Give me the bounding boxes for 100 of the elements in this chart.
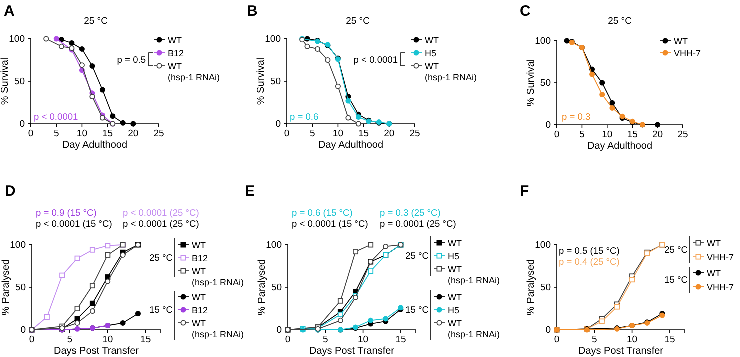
y-tick-label: 50: [270, 76, 281, 88]
legend-label: WT: [707, 238, 722, 248]
x-axis-title: Days Post Transfer: [54, 346, 140, 357]
annotation: p = 0.5 (15 °C): [559, 246, 620, 256]
x-tick-label: 15: [102, 128, 114, 140]
legend-label: VHH-7: [707, 252, 734, 262]
annotation: p = 0.5: [117, 55, 146, 65]
legend-label: H5: [448, 251, 460, 262]
legend-label: WT: [192, 292, 206, 302]
text: D: [5, 183, 16, 200]
legend-label: B12: [192, 253, 208, 264]
y-tick-label: 0: [276, 119, 281, 130]
legend-label: WT: [168, 35, 182, 46]
x-tick-label: 5: [54, 128, 60, 140]
legend-label: WT: [448, 292, 462, 302]
annotation: 15 °C: [150, 305, 174, 315]
text: B: [247, 3, 258, 20]
y-tick-label: 100: [535, 36, 551, 48]
x-tick-label: 15: [140, 334, 152, 346]
legend-label: VHH-7: [674, 48, 702, 58]
legend-label: H5: [425, 48, 437, 58]
y-axis-title: % Survival: [256, 58, 267, 106]
y-tick-label: 0: [20, 325, 26, 336]
annotation: 25 °C: [664, 245, 688, 255]
y-tick-label: 100: [265, 34, 281, 46]
text: C: [520, 3, 531, 20]
x-tick-label: 10: [332, 128, 344, 140]
legend-label: WT (hsp-1 RNAi): [448, 264, 500, 286]
annotation: p < 0.0001: [354, 55, 398, 65]
y-tick-label: 50: [15, 282, 26, 294]
text: p = 0.0001 (25 °C): [380, 219, 456, 229]
x-tick-label: 10: [358, 334, 369, 346]
x-tick-label: 15: [627, 130, 638, 141]
text: p < 0.0001 (25 °C): [123, 208, 200, 218]
y-tick-label: 50: [271, 282, 282, 294]
y-axis-title: % Survival: [526, 59, 537, 107]
legend-label: WT (hsp-1 RNAi): [192, 318, 244, 340]
x-tick-label: 0: [28, 128, 34, 140]
x-tick-label: 0: [284, 128, 290, 140]
text: p = 0.3 (25 °C): [380, 208, 441, 218]
legend-label: H5: [448, 305, 460, 316]
annotation: p < 0.0001: [34, 112, 78, 122]
y-axis-title: % Paralysed: [257, 259, 268, 316]
x-tick-label: 0: [285, 334, 291, 346]
text: p < 0.0001 (15 °C): [292, 219, 368, 229]
text: p < 0.0001 (15 °C): [36, 219, 112, 229]
legend-label: WT: [674, 36, 688, 46]
legend-label: WT: [707, 268, 722, 278]
x-tick-label: 5: [67, 334, 73, 346]
x-tick-label: 10: [627, 334, 638, 346]
chart-title: 25 °C: [84, 16, 108, 27]
x-tick-label: 20: [652, 130, 664, 141]
x-tick-label: 20: [128, 128, 139, 140]
text: p < 0.0001 (25 °C): [123, 219, 200, 229]
x-tick-label: 10: [102, 334, 114, 346]
annotation: p = 0.6: [290, 112, 319, 122]
x-axis-title: Days Post Transfer: [578, 346, 664, 357]
text: A: [4, 3, 15, 20]
y-tick-label: 50: [540, 282, 551, 294]
legend-label: WT (hsp-1 RNAi): [425, 61, 478, 82]
x-tick-label: 25: [678, 130, 688, 141]
x-tick-label: 20: [384, 128, 395, 140]
x-axis-title: Day Adulthood: [587, 141, 653, 152]
legend-label: B12: [192, 305, 208, 316]
y-tick-label: 100: [10, 240, 26, 252]
x-tick-label: 0: [29, 334, 35, 346]
x-tick-label: 15: [358, 128, 370, 140]
chart-title: 25 °C: [346, 16, 370, 27]
annotation: p = 0.4 (25 °C): [559, 257, 620, 267]
legend-label: WT (hsp-1 RNAi): [192, 266, 244, 288]
x-tick-label: 5: [580, 130, 585, 141]
y-tick-label: 0: [276, 325, 282, 336]
legend-label: WT (hsp-1 RNAi): [448, 318, 500, 340]
text: p = 0.9 (15 °C): [36, 208, 97, 218]
x-axis-title: Day Adulthood: [62, 140, 128, 151]
annotation: p = 0.3: [562, 112, 591, 122]
legend-label: WT (hsp-1 RNAi): [168, 61, 220, 82]
y-tick-label: 0: [20, 119, 25, 130]
x-tick-label: 25: [154, 128, 164, 140]
chart-title: 25 °C: [608, 16, 632, 27]
y-tick-label: 50: [14, 76, 25, 88]
x-axis-title: Days Post Transfer: [309, 346, 396, 357]
legend-label: WT: [192, 240, 206, 250]
x-tick-label: 5: [323, 334, 328, 346]
y-tick-label: 50: [540, 78, 551, 90]
y-tick-label: 100: [535, 240, 551, 252]
x-tick-label: 10: [602, 130, 613, 141]
x-tick-label: 15: [396, 334, 406, 346]
annotation: 25 °C: [150, 253, 174, 263]
x-tick-label: 0: [554, 130, 560, 141]
y-tick-label: 0: [546, 120, 551, 132]
x-tick-label: 10: [76, 128, 88, 140]
x-tick-label: 15: [664, 334, 676, 346]
text: E: [245, 183, 256, 200]
annotation: 25 °C: [406, 251, 430, 261]
legend-label: VHH-7: [707, 282, 734, 292]
x-tick-label: 5: [310, 128, 316, 140]
legend-label: WT: [425, 35, 440, 46]
x-tick-label: 5: [592, 334, 598, 346]
y-axis-title: % Survival: [0, 58, 11, 106]
